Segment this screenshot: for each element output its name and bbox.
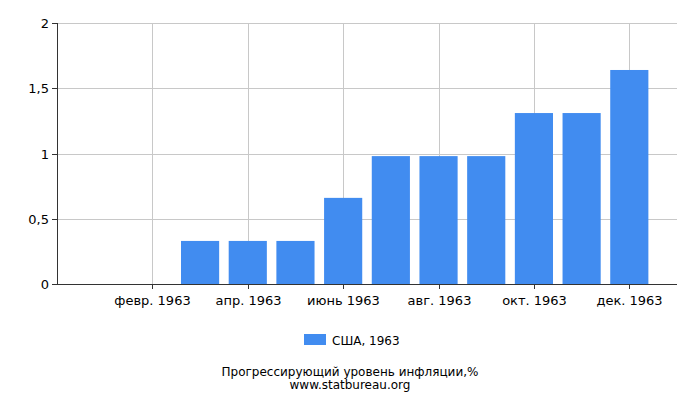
bar (515, 113, 553, 284)
bar (229, 241, 267, 284)
x-tick-label: окт. 1963 (502, 293, 567, 308)
y-tick-label: 0,5 (28, 212, 49, 227)
y-tick-label: 2 (41, 16, 49, 31)
x-tick-label: дек. 1963 (596, 293, 662, 308)
bar (276, 241, 314, 284)
tick-mark (52, 284, 57, 285)
y-axis (57, 23, 58, 284)
x-tick-label: апр. 1963 (215, 293, 281, 308)
subtitle: www.statbureau.org (290, 378, 411, 392)
bar (467, 156, 505, 284)
grid-line (57, 284, 677, 285)
bars (181, 70, 648, 284)
x-tick-label: июнь 1963 (307, 293, 380, 308)
y-tick-label: 1 (41, 147, 49, 162)
tick-mark (52, 88, 57, 89)
bar (372, 156, 410, 284)
tick-mark (52, 23, 57, 24)
grid (57, 23, 677, 285)
x-tick-label: авг. 1963 (408, 293, 472, 308)
y-tick-label: 1,5 (28, 81, 49, 96)
y-tick-label: 0 (41, 277, 49, 292)
bar (86, 284, 124, 285)
bar (133, 284, 171, 285)
tick-mark (52, 154, 57, 155)
legend: США, 1963 (304, 334, 400, 348)
bar (610, 70, 648, 284)
bar (563, 113, 601, 284)
grid-line (152, 23, 153, 284)
legend-swatch (304, 334, 326, 345)
tick-mark (52, 219, 57, 220)
grid-line (57, 88, 677, 89)
bar (324, 198, 362, 284)
chart: 0 0,5 1 1,5 2 февр. 1963 апр. 1963 июнь 1963 авг… (0, 0, 700, 400)
x-axis (57, 284, 677, 285)
bar (419, 156, 457, 284)
grid-line (57, 23, 677, 24)
x-tick-label: февр. 1963 (114, 293, 190, 308)
bar (181, 241, 219, 284)
title: Прогрессирующий уровень инфляции,% (222, 365, 479, 379)
legend-label: США, 1963 (332, 334, 400, 348)
